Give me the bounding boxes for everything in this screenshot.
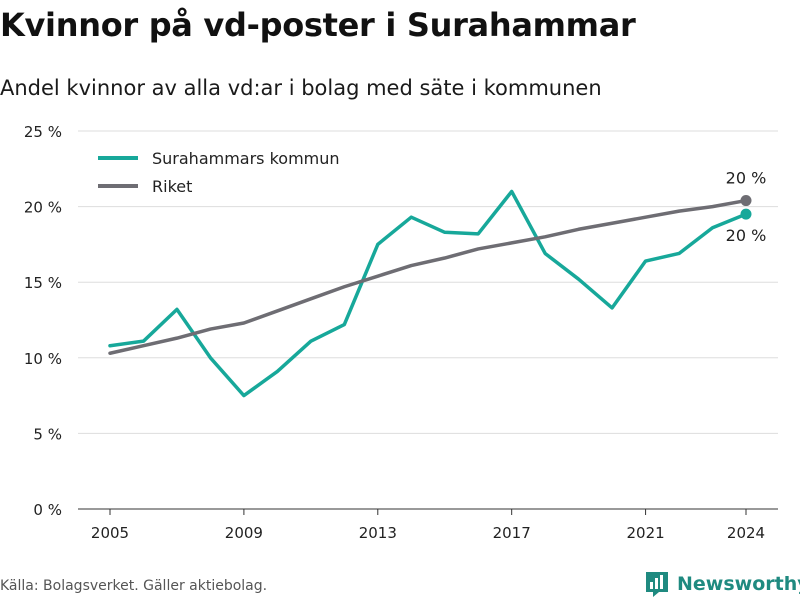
series-line-surahammar: [108, 189, 748, 398]
x-tick-label: 2013: [359, 524, 397, 542]
y-tick-label: 5 %: [33, 425, 62, 443]
x-tick-label: 2021: [626, 524, 664, 542]
newsworthy-logo-text: Newsworthy: [677, 573, 800, 595]
y-tick-label: 10 %: [24, 350, 62, 368]
y-tick-label: 25 %: [24, 123, 62, 141]
series-line-riket: [108, 198, 748, 356]
x-tick-label: 2009: [225, 524, 263, 542]
end-label-riket: 20 %: [726, 169, 767, 188]
end-point-surahammar: [740, 208, 752, 220]
y-tick-label: 20 %: [24, 199, 62, 217]
chart-title: Kvinnor på vd-poster i Surahammar: [0, 6, 636, 44]
source-note: Källa: Bolagsverket. Gäller aktiebolag.: [0, 578, 268, 594]
x-tick-label: 2017: [493, 524, 531, 542]
x-tick-label: 2005: [91, 524, 129, 542]
end-label-surahammar: 20 %: [726, 226, 767, 245]
end-point-riket: [740, 195, 752, 207]
chart-subtitle: Andel kvinnor av alla vd:ar i bolag med …: [0, 76, 602, 100]
x-tick-label: 2024: [727, 524, 765, 542]
newsworthy-logo-icon: [646, 572, 668, 597]
newsworthy-logo: Newsworthy: [645, 570, 800, 598]
legend-label-riket: Riket: [152, 177, 192, 196]
y-tick-label: 15 %: [24, 274, 62, 292]
y-tick-label: 0 %: [33, 501, 62, 519]
legend-label-surahammar: Surahammars kommun: [152, 149, 340, 168]
